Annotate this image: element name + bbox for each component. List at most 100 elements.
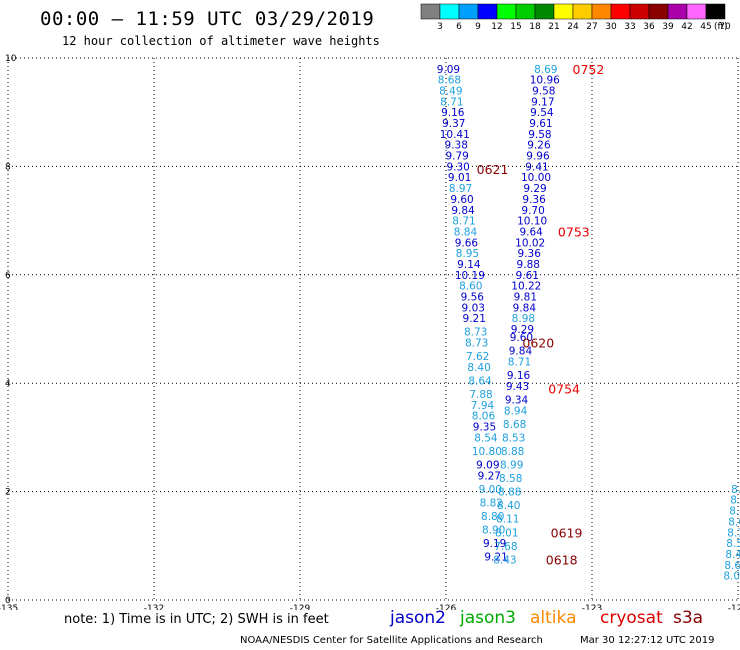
wave-height-label: 8.11	[496, 514, 519, 526]
wave-height-label: 9.41	[525, 161, 548, 173]
wave-height-label: 8.71	[452, 216, 475, 228]
wave-height-label: 8.01	[495, 527, 518, 539]
wave-height-label: 9.61	[529, 118, 552, 130]
wave-height-label: 9.17	[531, 96, 554, 108]
wave-height-label: 8.82	[480, 497, 503, 509]
color-scale-label: 9	[475, 22, 481, 32]
wave-height-label: 9.37	[442, 118, 465, 130]
wave-height-label: 8.71	[731, 484, 740, 496]
pass-time-label: 0754	[548, 382, 580, 397]
wave-height-label: 8.88	[498, 487, 521, 499]
wave-height-label: 9.54	[530, 107, 554, 119]
wave-height-label: 8.95	[456, 248, 479, 260]
x-tick-label: -135	[0, 604, 18, 610]
wave-height-label: 8.40	[497, 500, 520, 512]
color-scale-label: 3	[437, 22, 443, 32]
wave-height-label: 8.54	[474, 432, 498, 444]
wave-height-label: 10.19	[455, 270, 485, 282]
wave-height-label: 8.49	[439, 86, 462, 98]
wave-height-label: 10.96	[530, 75, 560, 87]
color-scale-label: 70	[719, 22, 731, 32]
y-tick-label: 0	[5, 596, 11, 606]
color-scale-label: 39	[662, 22, 674, 32]
credit-line: NOAA/NESDIS Center for Satellite Applica…	[240, 635, 543, 646]
wave-height-label: 9.56	[461, 291, 485, 303]
wave-height-label: 9.27	[478, 470, 501, 482]
pass-time-label: 0753	[558, 224, 590, 239]
footer-note: note: 1) Time is in UTC; 2) SWH is in fe…	[64, 612, 329, 627]
color-scale-label: 30	[605, 22, 617, 32]
wave-height-label: 8.69	[534, 64, 557, 76]
wave-height-label: 9.60	[510, 332, 533, 344]
wave-height-label: 7.94	[471, 400, 495, 412]
color-scale-unit: (ft)	[714, 22, 728, 32]
wave-height-label: 8.61	[724, 560, 740, 572]
wave-height-label: 8.60	[459, 281, 482, 293]
wave-height-label: 8.63	[728, 516, 740, 528]
wave-height-label: 8.98	[512, 313, 535, 325]
x-tick-label: -132	[144, 604, 164, 610]
wave-height-label: 8.90	[482, 525, 505, 537]
wave-height-label: 9.09	[437, 64, 460, 76]
satellite-legend-cryosat: cryosat	[600, 608, 663, 628]
wave-height-label: 9.38	[445, 140, 468, 152]
wave-height-label: 9.19	[483, 538, 506, 550]
wave-height-label: 9.60	[450, 194, 473, 206]
pass-time-label: 0619	[551, 525, 583, 540]
pass-time-label: 0620	[522, 336, 554, 351]
wave-height-label: 8.71	[508, 357, 531, 369]
wave-height-label: 9.81	[514, 291, 537, 303]
wave-height-label: 10.10	[517, 216, 547, 228]
color-scale-label: 12	[491, 22, 503, 32]
wave-height-label: 9.26	[527, 140, 551, 152]
wave-height-label: 8.68	[438, 75, 461, 87]
color-scale-label: 42	[681, 22, 693, 32]
wave-height-label: 9.84	[509, 346, 533, 358]
wave-height-label: 8.58	[499, 473, 522, 485]
wave-height-label: 8.88	[501, 446, 524, 458]
wave-height-label: 9.66	[455, 237, 479, 249]
wave-height-label: 8.06	[472, 411, 496, 423]
wave-height-label: 8.64	[468, 375, 492, 387]
wave-height-label: 9.21	[463, 313, 486, 325]
wave-height-label: 9.00	[479, 484, 502, 496]
wave-height-label: 9.58	[532, 86, 555, 98]
wave-height-label: 9.01	[448, 172, 471, 184]
pass-time-label: 0752	[573, 62, 605, 77]
wave-height-label: 9.03	[462, 302, 485, 314]
wave-height-plot: -135-132-129-126-123-12002468109.098.688…	[0, 54, 740, 610]
wave-height-label: 8.80	[481, 511, 504, 523]
wave-height-label: 7.68	[494, 541, 517, 553]
wave-height-label: 8.68	[503, 419, 526, 431]
wave-height-label: 8.40	[467, 362, 490, 374]
wave-height-label: 9.64	[519, 226, 543, 238]
wave-height-label: 9.29	[511, 324, 534, 336]
wave-height-label: 9.36	[518, 248, 542, 260]
wave-height-label: 8.51	[730, 495, 740, 507]
wave-height-label: 9.70	[521, 205, 544, 217]
wave-height-label: 10.80	[472, 446, 502, 458]
wave-height-label: 10.41	[440, 129, 470, 141]
color-scale-label: 18	[529, 22, 541, 32]
satellite-legend-s3a: s3a	[673, 608, 704, 628]
color-scale-label: 24	[567, 22, 579, 32]
wave-height-label: 9.58	[528, 129, 551, 141]
wave-height-label: 7.88	[469, 389, 492, 401]
wave-height-label: 9.35	[473, 422, 496, 434]
wave-height-label: 9.96	[526, 151, 550, 163]
x-tick-label: -120	[728, 604, 740, 610]
y-tick-label: 4	[5, 379, 11, 389]
color-scale-label: 27	[586, 22, 598, 32]
pass-time-label: 0621	[477, 162, 509, 177]
wave-height-label: 9.16	[507, 370, 531, 382]
wave-height-label: 8.97	[449, 183, 472, 195]
wave-height-label: 9.30	[446, 161, 469, 173]
x-tick-label: -129	[290, 604, 311, 610]
pass-time-label: 0618	[546, 552, 578, 567]
wave-height-label: 9.84	[513, 302, 537, 314]
wave-height-label: 8.48	[729, 506, 740, 518]
satellite-legend-altika: altika	[530, 608, 577, 628]
wave-height-label: 8.84	[454, 226, 478, 238]
wave-height-label: 9.61	[516, 270, 539, 282]
